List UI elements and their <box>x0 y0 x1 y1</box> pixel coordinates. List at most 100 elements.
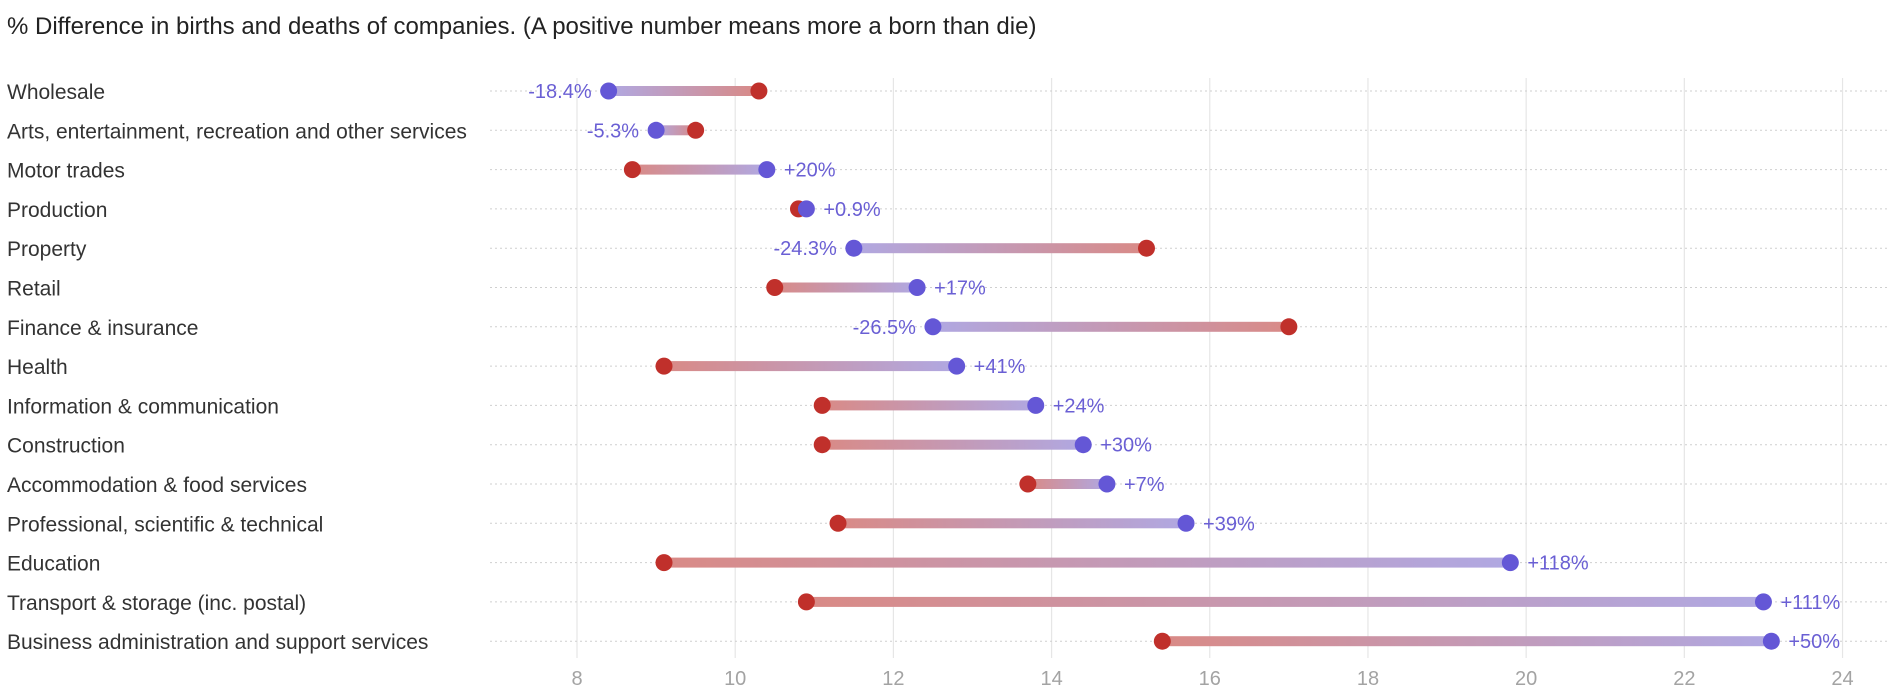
category-label: Accommodation & food services <box>7 474 307 497</box>
deaths-dot <box>1280 318 1298 336</box>
row: Wholesale -18.4% <box>7 81 768 104</box>
row: Retail +17% <box>7 278 986 301</box>
category-label: Wholesale <box>7 81 105 104</box>
deaths-dot <box>1019 475 1037 493</box>
category-label: Transport & storage (inc. postal) <box>7 592 306 615</box>
row: Construction +30% <box>7 435 1152 458</box>
category-label: Construction <box>7 435 125 458</box>
births-dot <box>1177 514 1195 532</box>
category-label: Motor trades <box>7 160 125 183</box>
difference-label: +30% <box>1100 435 1152 457</box>
dumbbell-bar <box>632 164 767 175</box>
births-dot <box>1074 436 1092 454</box>
difference-label: +111% <box>1780 592 1840 614</box>
row: Professional, scientific & technical +39% <box>7 513 1255 536</box>
category-label: Production <box>7 199 107 222</box>
dumbbell-bar <box>932 321 1289 332</box>
deaths-dot <box>655 554 673 572</box>
births-dot <box>924 318 942 336</box>
births-dot <box>1501 554 1519 572</box>
dumbbell-bar <box>853 243 1147 254</box>
row: Property -24.3% <box>7 238 1155 261</box>
dumbbell-bar <box>656 125 696 136</box>
x-tick-label: 10 <box>724 668 746 690</box>
category-label: Business administration and support serv… <box>7 631 428 654</box>
category-label: Retail <box>7 278 61 301</box>
difference-label: +118% <box>1527 553 1589 575</box>
deaths-dot <box>766 279 784 296</box>
births-dot <box>1098 475 1116 493</box>
difference-label: +17% <box>934 278 986 300</box>
difference-label: +39% <box>1203 513 1255 535</box>
births-dot <box>1754 593 1772 611</box>
deaths-dot <box>623 161 641 179</box>
x-tick-label: 18 <box>1357 668 1379 690</box>
row: Motor trades +20% <box>7 160 836 183</box>
x-tick-label: 22 <box>1673 668 1695 690</box>
deaths-dot <box>655 357 673 375</box>
births-dot <box>758 161 776 179</box>
births-dot <box>908 279 926 296</box>
row: Arts, entertainment, recreation and othe… <box>7 120 705 143</box>
row: Business administration and support serv… <box>7 631 1840 654</box>
category-label: Education <box>7 553 100 576</box>
dumbbell-bar <box>838 518 1187 529</box>
difference-label: +0.9% <box>823 199 880 221</box>
dumbbell-bar <box>822 400 1036 411</box>
category-label: Property <box>7 238 87 261</box>
dumbbell-bar <box>608 86 759 96</box>
dumbbell-bar <box>822 439 1084 450</box>
rows: Wholesale -18.4% Arts, entertainment, recr… <box>7 81 1841 654</box>
dumbbell-bar <box>1162 636 1772 647</box>
category-label: Arts, entertainment, recreation and othe… <box>7 120 467 143</box>
x-tick-label: 20 <box>1515 668 1537 690</box>
deaths-dot <box>797 593 815 611</box>
births-dot <box>600 82 618 100</box>
x-axis-ticks: 8 10 12 14 16 18 20 22 24 <box>571 668 1853 690</box>
births-dot <box>1027 396 1045 414</box>
row: Accommodation & food services +7% <box>7 474 1165 497</box>
difference-label: +7% <box>1124 474 1165 496</box>
dumbbell-bar <box>774 282 918 293</box>
category-label: Information & communication <box>7 395 279 418</box>
dumbbell-bar <box>664 361 957 372</box>
category-label: Health <box>7 356 68 379</box>
difference-label: -26.5% <box>853 317 917 339</box>
row: Finance & insurance -26.5% <box>7 317 1298 340</box>
births-dot <box>797 200 815 218</box>
chart-title: % Difference in births and deaths of com… <box>7 13 1036 40</box>
x-tick-label: 16 <box>1199 668 1221 690</box>
difference-label: +50% <box>1788 631 1840 653</box>
deaths-dot <box>1153 632 1171 650</box>
dumbbell-bar <box>1027 479 1107 489</box>
row: Health +41% <box>7 356 1026 379</box>
difference-label: -5.3% <box>587 120 639 142</box>
difference-label: -24.3% <box>773 238 837 260</box>
difference-label: -18.4% <box>528 81 592 103</box>
row: Transport & storage (inc. postal) +111% <box>7 592 1841 615</box>
deaths-dot <box>1137 239 1155 257</box>
x-tick-label: 8 <box>571 668 582 690</box>
row: Information & communication +24% <box>7 395 1105 418</box>
row: Production +0.9% <box>7 199 881 222</box>
row: Education +118% <box>7 553 1589 576</box>
deaths-dot <box>813 436 831 454</box>
x-tick-label: 14 <box>1040 668 1062 690</box>
deaths-dot <box>687 121 705 139</box>
births-dot <box>845 239 863 257</box>
dumbbell-bar <box>806 596 1764 607</box>
births-dot <box>948 357 966 375</box>
deaths-dot <box>813 396 831 414</box>
x-tick-label: 24 <box>1831 668 1853 690</box>
x-tick-label: 12 <box>882 668 904 690</box>
category-label: Finance & insurance <box>7 317 198 340</box>
births-dot <box>647 121 665 139</box>
category-label: Professional, scientific & technical <box>7 513 323 536</box>
dumbbell-bar <box>664 557 1511 568</box>
difference-label: +24% <box>1053 395 1105 417</box>
difference-label: +41% <box>974 356 1026 378</box>
deaths-dot <box>750 82 768 100</box>
births-dot <box>1762 632 1780 650</box>
